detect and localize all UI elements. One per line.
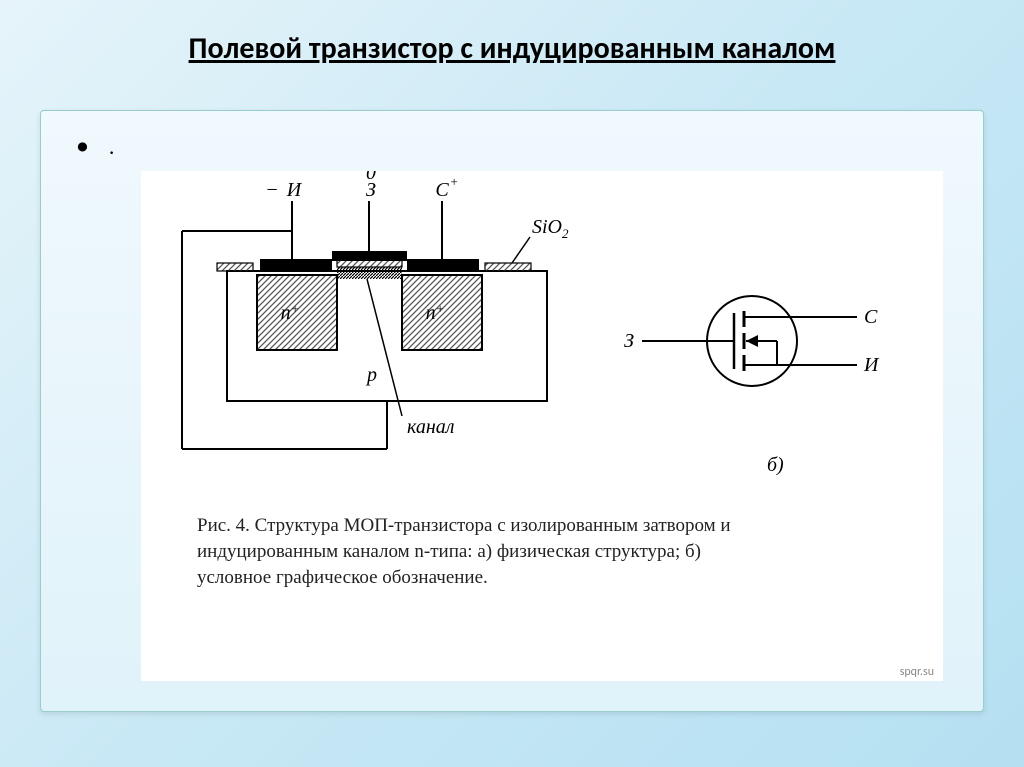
bullet-item: . [76, 129, 114, 161]
caption-line-2: индуцированным каналом n-типа: а) физиче… [197, 541, 701, 562]
label-source-pol: − [265, 179, 279, 201]
label-drain-pol: + [450, 174, 459, 189]
label-gate-pol: 0 [366, 171, 376, 184]
sym-drain: С [864, 306, 878, 328]
label-source: И [286, 179, 303, 201]
label-channel: канал [407, 416, 455, 438]
content-panel: . [40, 110, 984, 712]
schematic-symbol: З С И [624, 296, 880, 386]
transistor-diagram: И − З 0 С + SiO2 n+ n+ p канал [141, 171, 943, 681]
label-oxide: SiO2 [532, 216, 569, 241]
caption-line-1: Рис. 4. Структура МОП-транзистора с изол… [197, 515, 731, 536]
slide: Полевой транзистор с индуцированным кана… [0, 0, 1024, 767]
label-drain: С [435, 179, 449, 201]
figure-area: И − З 0 С + SiO2 n+ n+ p канал [141, 171, 943, 681]
label-substrate: p [365, 364, 377, 386]
sub-label-b: б) [767, 454, 784, 476]
sym-gate: З [624, 330, 634, 352]
slide-title: Полевой транзистор с индуцированным кана… [0, 30, 1024, 67]
sym-source: И [863, 354, 880, 376]
caption-line-3: условное графическое обозначение. [197, 567, 488, 588]
watermark: spqr.su [897, 665, 937, 679]
